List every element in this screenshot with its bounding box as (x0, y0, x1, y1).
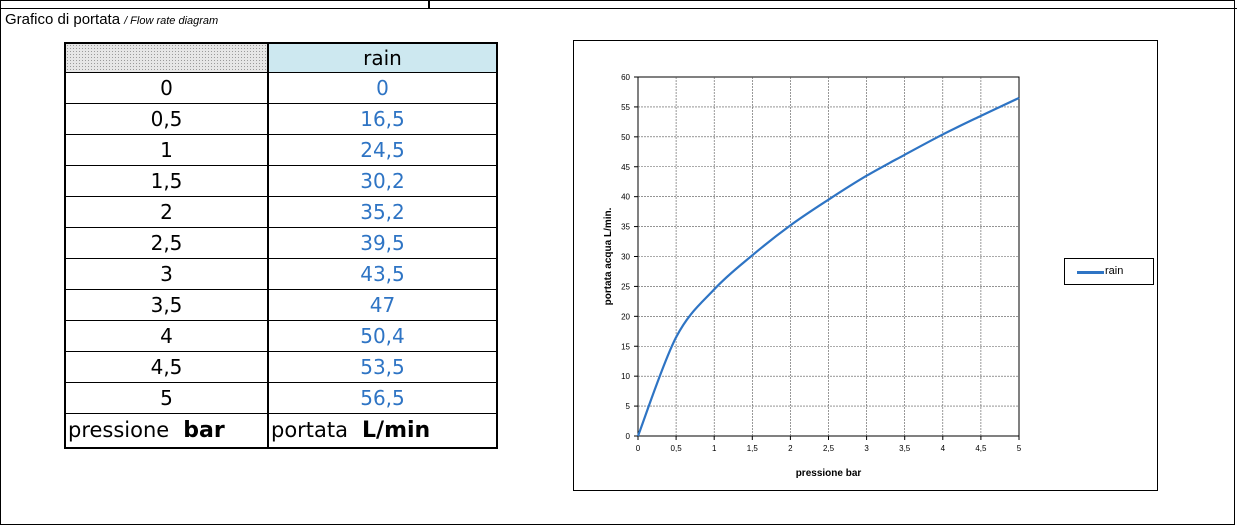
table-footer-row: pressione bar portata L/min (64, 413, 498, 449)
flow-cell: 24,5 (267, 134, 498, 166)
x-tick-label: 5 (1017, 444, 1022, 453)
y-axis-title: portata acqua L/min. (603, 207, 614, 305)
header-column-divider (428, 0, 430, 9)
table-row: 3,5 47 (64, 289, 498, 321)
flow-cell: 0 (267, 72, 498, 104)
x-tick-label: 0,5 (671, 444, 683, 453)
footer-flow-unit: L/min (362, 418, 431, 443)
series-line-rain (636, 96, 1020, 437)
table-row: 4 50,4 (64, 320, 498, 352)
pressure-cell: 2,5 (64, 227, 269, 259)
table-row: 2,5 39,5 (64, 227, 498, 259)
flow-cell: 16,5 (267, 103, 498, 135)
y-tick-label: 0 (626, 432, 631, 441)
header-flow-cell: rain (267, 42, 498, 73)
pressure-cell: 0 (64, 72, 269, 104)
chart-frame: 0 0,5 1 1,5 2 2,5 3 3,5 4 4,5 5 0 5 10 15 20 25 30 35 40 45 5… (573, 40, 1158, 491)
y-tick-label: 60 (621, 73, 630, 82)
x-tick-label: 3,5 (899, 444, 911, 453)
pressure-cell: 4 (64, 320, 269, 352)
x-tick-label: 4,5 (975, 444, 987, 453)
footer-pressure-label: pressione (68, 418, 170, 442)
flow-cell: 39,5 (267, 227, 498, 259)
x-axis-title: pressione bar (796, 468, 862, 479)
pressure-cell: 0,5 (64, 103, 269, 135)
title-text: Grafico di portata (5, 11, 121, 28)
y-tick-label: 10 (621, 372, 630, 381)
pressure-cell: 1,5 (64, 165, 269, 197)
pressure-cell: 5 (64, 382, 269, 414)
y-tick-label: 5 (626, 402, 631, 411)
chart-legend: rain (1064, 258, 1154, 285)
pressure-cell: 4,5 (64, 351, 269, 383)
pressure-cell: 3 (64, 258, 269, 290)
legend-label-rain: rain (1105, 265, 1124, 277)
title-subtitle: / Flow rate diagram (124, 15, 219, 27)
header-divider (0, 8, 1237, 9)
page-title: Grafico di portata / Flow rate diagram (5, 11, 218, 28)
y-tick-label: 30 (621, 253, 630, 262)
flow-rate-table: rain 0 0 0,5 16,5 1 24,5 1,5 30,2 2 35,2 2,5 39,5 3 4… (64, 42, 498, 449)
x-tick-label: 1,5 (747, 444, 759, 453)
table-row: 1,5 30,2 (64, 165, 498, 197)
pressure-cell: 1 (64, 134, 269, 166)
pressure-cell: 3,5 (64, 289, 269, 321)
y-tick-label: 25 (621, 282, 630, 291)
y-tick-label: 20 (621, 312, 630, 321)
y-tick-label: 40 (621, 193, 630, 202)
legend-swatch-rain (1077, 271, 1104, 274)
y-tick-label: 45 (621, 163, 630, 172)
y-tick-label: 55 (621, 103, 630, 112)
flow-cell: 30,2 (267, 165, 498, 197)
x-tick-label: 4 (941, 444, 946, 453)
flow-rate-chart: 0 0,5 1 1,5 2 2,5 3 3,5 4 4,5 50510152025303540455… (603, 73, 1022, 479)
y-tick-label: 15 (621, 342, 630, 351)
flow-cell: 50,4 (267, 320, 498, 352)
table-row: 4,5 53,5 (64, 351, 498, 383)
flow-cell: 53,5 (267, 351, 498, 383)
footer-pressure-cell: pressione bar (64, 413, 269, 449)
footer-flow-label: portata (271, 418, 349, 442)
table-row: 3 43,5 (64, 258, 498, 290)
footer-flow-cell: portata L/min (267, 413, 498, 449)
y-tick-label: 50 (621, 133, 630, 142)
x-tick-label: 1 (712, 444, 717, 453)
y-tick-label: 35 (621, 223, 630, 232)
table-row: 2 35,2 (64, 196, 498, 228)
flow-cell: 56,5 (267, 382, 498, 414)
footer-pressure-unit: bar (183, 418, 225, 443)
table-row: 5 56,5 (64, 382, 498, 414)
x-tick-label: 2,5 (823, 444, 835, 453)
x-tick-label: 2 (788, 444, 793, 453)
flow-cell: 47 (267, 289, 498, 321)
pressure-cell: 2 (64, 196, 269, 228)
table-row: 1 24,5 (64, 134, 498, 166)
flow-cell: 35,2 (267, 196, 498, 228)
x-tick-label: 0 (636, 444, 641, 453)
table-row: 0,5 16,5 (64, 103, 498, 135)
x-tick-label: 3 (864, 444, 869, 453)
header-pressure-cell (64, 42, 269, 73)
flow-cell: 43,5 (267, 258, 498, 290)
table-header-row: rain (64, 42, 498, 73)
